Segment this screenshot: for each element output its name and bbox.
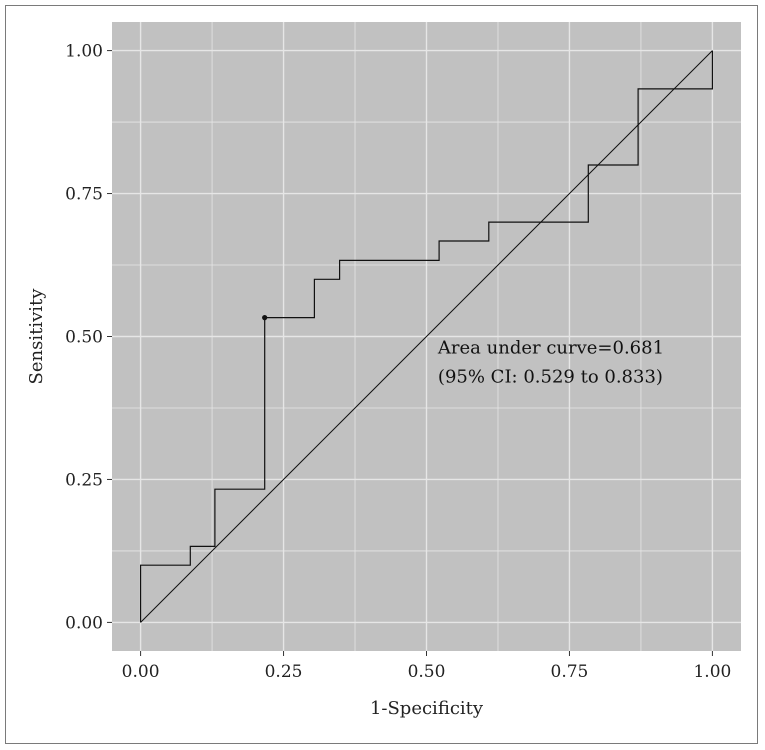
x-tick-label: 0.00	[122, 662, 160, 682]
y-axis-tick-labels: 0.00 0.25 0.50 0.75 1.00	[65, 42, 103, 634]
auc-annotation: Area under curve=0.681	[437, 338, 664, 359]
x-tick-label: 0.25	[265, 662, 303, 682]
x-axis-tick-labels: 0.00 0.25 0.50 0.75 1.00	[122, 662, 732, 682]
cutoff-points	[262, 315, 268, 321]
roc-curve-line	[140, 50, 713, 623]
ci-annotation: (95% CI: 0.529 to 0.833)	[438, 367, 663, 388]
x-tick-label: 0.50	[408, 662, 446, 682]
y-tick-label: 0.25	[65, 470, 103, 490]
y-tick-label: 0.50	[65, 328, 103, 348]
y-tick-label: 0.75	[65, 185, 103, 205]
x-tick-label: 1.00	[693, 662, 731, 682]
x-axis-ticks	[140, 651, 713, 656]
cutoff-point	[262, 315, 268, 321]
x-tick-label: 0.75	[551, 662, 589, 682]
y-tick-label: 1.00	[65, 42, 103, 62]
y-axis-ticks	[107, 50, 112, 623]
y-tick-label: 0.00	[65, 613, 103, 633]
reference-diagonal-line	[140, 50, 713, 623]
x-axis-title: 1-Specificity	[370, 698, 484, 719]
y-axis-title: Sensitivity	[26, 288, 47, 385]
